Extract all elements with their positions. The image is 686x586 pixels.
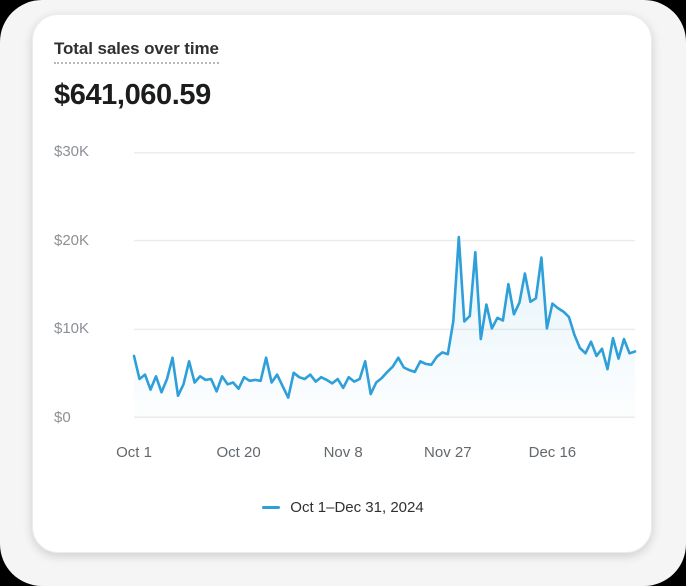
card-title-text[interactable]: Total sales over time <box>54 39 219 64</box>
total-sales-card: Total sales over time $641,060.59 $30K $… <box>32 14 652 553</box>
x-axis-label-oct-20: Oct 20 <box>216 444 261 461</box>
y-axis-label-30k: $30K <box>54 143 90 160</box>
line-chart-plot[interactable] <box>132 152 637 418</box>
x-axis-label-nov-8: Nov 8 <box>323 444 363 461</box>
sales-chart: $30K $20K $10K $0 Oct 1 Oct 20 Nov 8 Nov… <box>33 15 653 554</box>
x-axis-label-oct-1: Oct 1 <box>116 444 152 461</box>
x-axis-label-nov-27: Nov 27 <box>424 444 472 461</box>
legend-label: Oct 1–Dec 31, 2024 <box>290 499 424 516</box>
sales-area-fill <box>134 237 635 418</box>
y-axis-label-10k: $10K <box>54 320 90 337</box>
sales-line-series[interactable] <box>132 235 637 399</box>
x-axis-label-dec-16: Dec 16 <box>528 444 577 461</box>
y-axis-label-20k: $20K <box>54 232 90 249</box>
total-sales-value: $641,060.59 <box>54 79 211 111</box>
card-title: Total sales over time <box>54 39 219 64</box>
legend-line-swatch-icon <box>262 506 281 509</box>
y-axis-label-0: $0 <box>54 409 71 426</box>
chart-legend: Oct 1–Dec 31, 2024 <box>33 499 653 516</box>
